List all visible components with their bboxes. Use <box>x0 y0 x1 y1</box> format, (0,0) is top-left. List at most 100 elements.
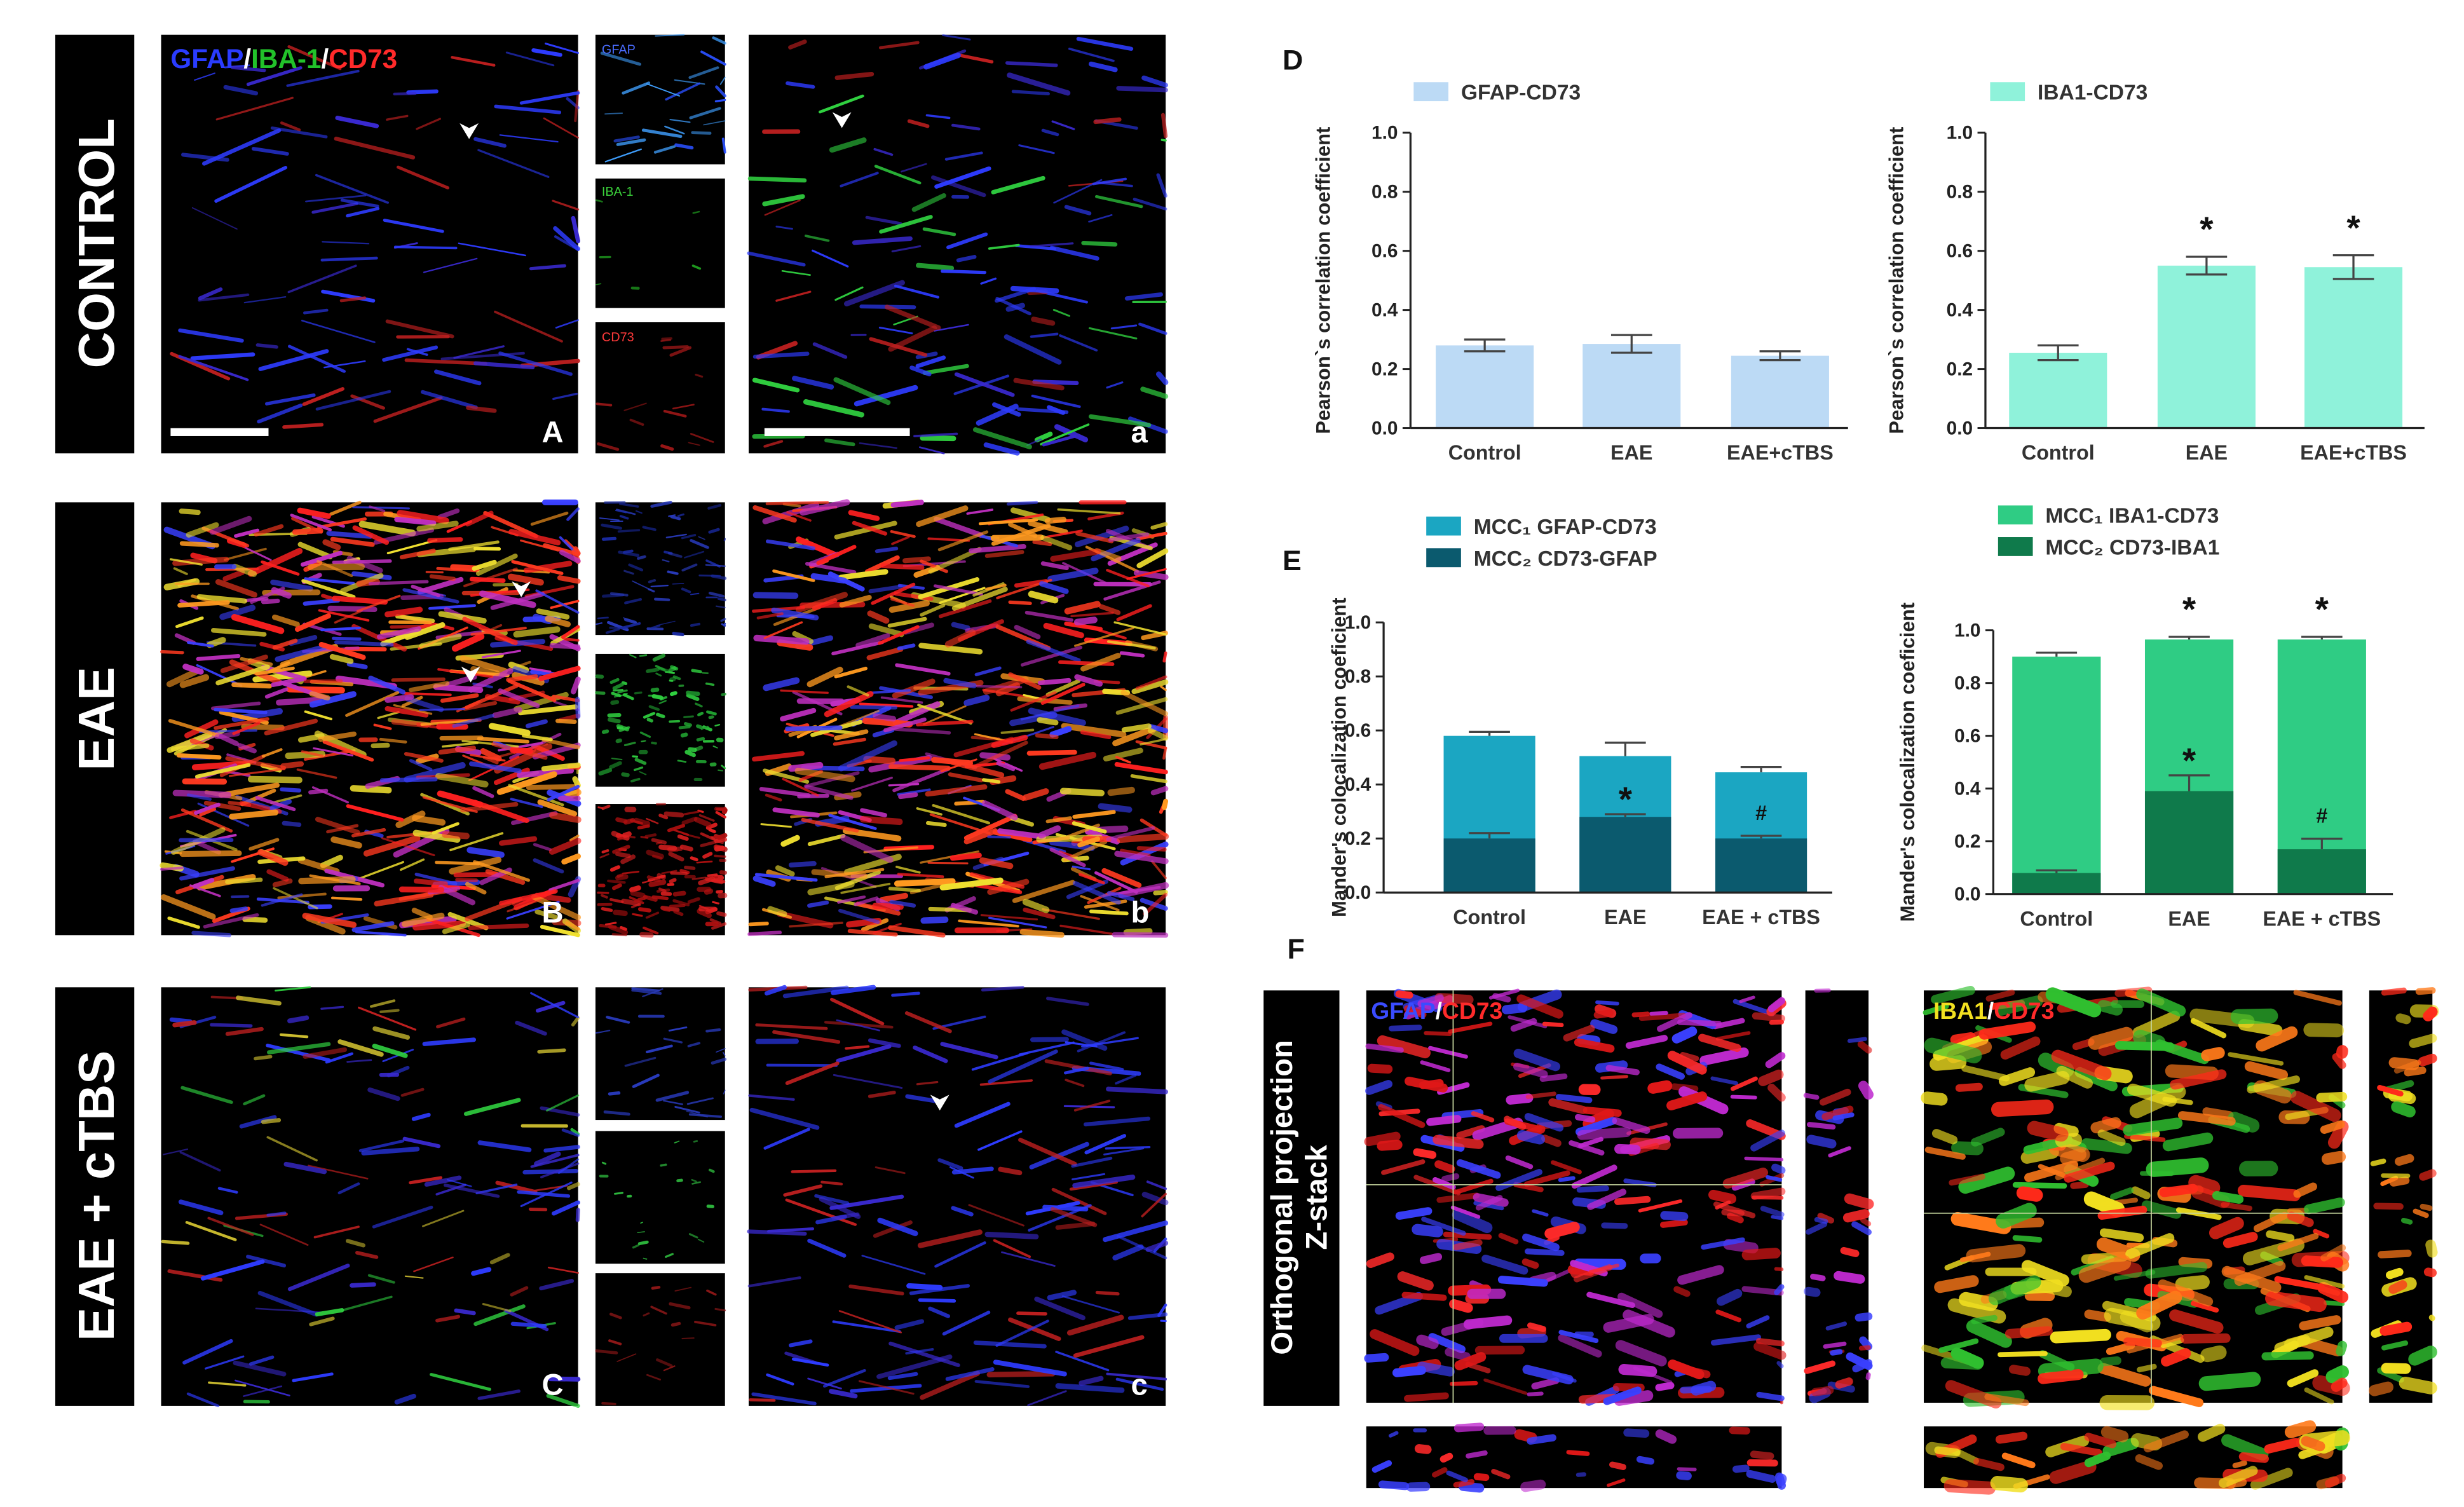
stain-fiber <box>1061 1295 1120 1314</box>
stain-fiber <box>192 878 215 889</box>
stain-fiber <box>1388 1431 1399 1438</box>
stain-fiber <box>756 612 784 620</box>
stain-fiber <box>552 694 580 702</box>
stain-fiber <box>566 1182 580 1190</box>
stain-fiber <box>160 650 184 655</box>
bar <box>1731 355 1829 428</box>
stain-fiber <box>878 327 913 334</box>
stain-fiber <box>974 1380 1030 1388</box>
stain-fiber <box>786 511 812 522</box>
stain-fiber <box>180 1086 233 1104</box>
stain-fiber <box>661 337 673 341</box>
stain-fiber <box>1475 1194 1503 1211</box>
stain-fiber <box>1043 622 1084 639</box>
stain-fiber <box>2161 1348 2191 1367</box>
stain-fiber <box>337 1039 384 1057</box>
stain-fiber <box>412 829 461 843</box>
stain-fiber <box>1061 723 1127 738</box>
stain-fiber <box>613 135 640 143</box>
stain-fiber <box>2287 1369 2319 1388</box>
stain-fiber <box>1049 840 1095 851</box>
stain-fiber <box>2386 1267 2404 1279</box>
stain-fiber <box>2265 1291 2327 1313</box>
stain-fiber <box>335 116 379 128</box>
stain-fiber <box>681 563 698 572</box>
stain-fiber <box>1924 1037 1982 1063</box>
stain-fiber <box>463 1098 521 1116</box>
stain-fiber <box>944 629 976 648</box>
stain-fiber <box>1603 1386 1642 1405</box>
stain-fiber <box>547 1266 579 1274</box>
stain-fiber <box>775 290 812 302</box>
stain-fiber <box>983 442 1020 456</box>
stain-fiber <box>601 894 608 899</box>
stain-fiber <box>229 906 248 913</box>
stain-fiber <box>2097 1129 2126 1147</box>
stain-fiber <box>716 911 727 917</box>
stain-fiber <box>2237 1184 2301 1201</box>
stain-fiber <box>677 760 687 763</box>
stain-fiber <box>1135 740 1167 750</box>
stain-fiber <box>393 92 417 96</box>
stain-fiber <box>943 678 977 688</box>
stain-fiber <box>628 563 644 571</box>
stain-fiber <box>1659 1219 1688 1228</box>
stain-fiber <box>1840 1246 1860 1257</box>
stain-fiber <box>2253 1211 2289 1232</box>
stain-fiber <box>660 339 672 342</box>
stain-fiber <box>954 372 1015 397</box>
stain-fiber <box>816 545 857 565</box>
stain-fiber <box>1612 1117 1651 1135</box>
stain-fiber <box>2135 1454 2163 1470</box>
stain-fiber <box>888 887 922 892</box>
stain-fiber <box>1075 531 1114 543</box>
legend-label: MCC₂ CD73-GFAP <box>1474 547 1657 571</box>
stain-fiber <box>1715 1200 1731 1210</box>
stain-fiber <box>615 738 622 744</box>
stain-fiber <box>1378 1480 1410 1490</box>
stain-fiber <box>1514 1429 1537 1443</box>
stain-fiber <box>894 284 939 299</box>
stain-fiber <box>622 831 632 838</box>
stain-fiber <box>1527 1322 1546 1332</box>
stain-fiber <box>891 536 910 545</box>
stain-fiber <box>2238 1019 2283 1037</box>
stain-fiber <box>552 392 578 400</box>
stain-fiber <box>1424 1031 1452 1036</box>
y-tick-label: 0.4 <box>1345 774 1372 795</box>
stain-fiber <box>831 640 885 656</box>
stain-fiber <box>1576 1185 1609 1193</box>
stain-fiber <box>691 264 702 270</box>
stain-fiber <box>2304 1387 2334 1405</box>
stain-fiber <box>1630 1137 1671 1150</box>
bars <box>1443 730 1807 893</box>
stain-fiber <box>510 1321 547 1328</box>
stain-fiber <box>630 777 641 782</box>
stain-fiber <box>651 838 667 845</box>
stain-fiber <box>261 665 306 681</box>
stain-fiber <box>1018 144 1055 154</box>
stain-fiber <box>287 1015 310 1023</box>
stain-fiber <box>2212 1190 2244 1204</box>
stain-fiber <box>266 1211 287 1217</box>
stain-fiber <box>402 588 459 604</box>
stain-fiber <box>224 547 267 561</box>
stain-fiber <box>911 193 946 212</box>
stain-fiber <box>243 1094 266 1106</box>
stain-fiber <box>697 809 704 814</box>
stain-fiber <box>684 550 705 559</box>
stain-fiber <box>385 706 429 718</box>
y-tick-label: 1.0 <box>1947 123 1973 144</box>
stain-fiber <box>1366 1252 1394 1268</box>
stain-fiber <box>2090 1117 2121 1134</box>
stain-fiber <box>823 1368 866 1388</box>
stain-fiber <box>650 1306 667 1315</box>
y-tick-label: 0.2 <box>1372 359 1398 380</box>
stain-fiber <box>210 515 252 535</box>
stain-fiber <box>616 1353 637 1362</box>
stain-fiber <box>351 571 392 580</box>
stain-fiber <box>2114 1040 2175 1051</box>
stain-fiber <box>609 1313 622 1319</box>
stain-fiber <box>918 643 983 655</box>
stain-fiber <box>2027 1121 2069 1142</box>
